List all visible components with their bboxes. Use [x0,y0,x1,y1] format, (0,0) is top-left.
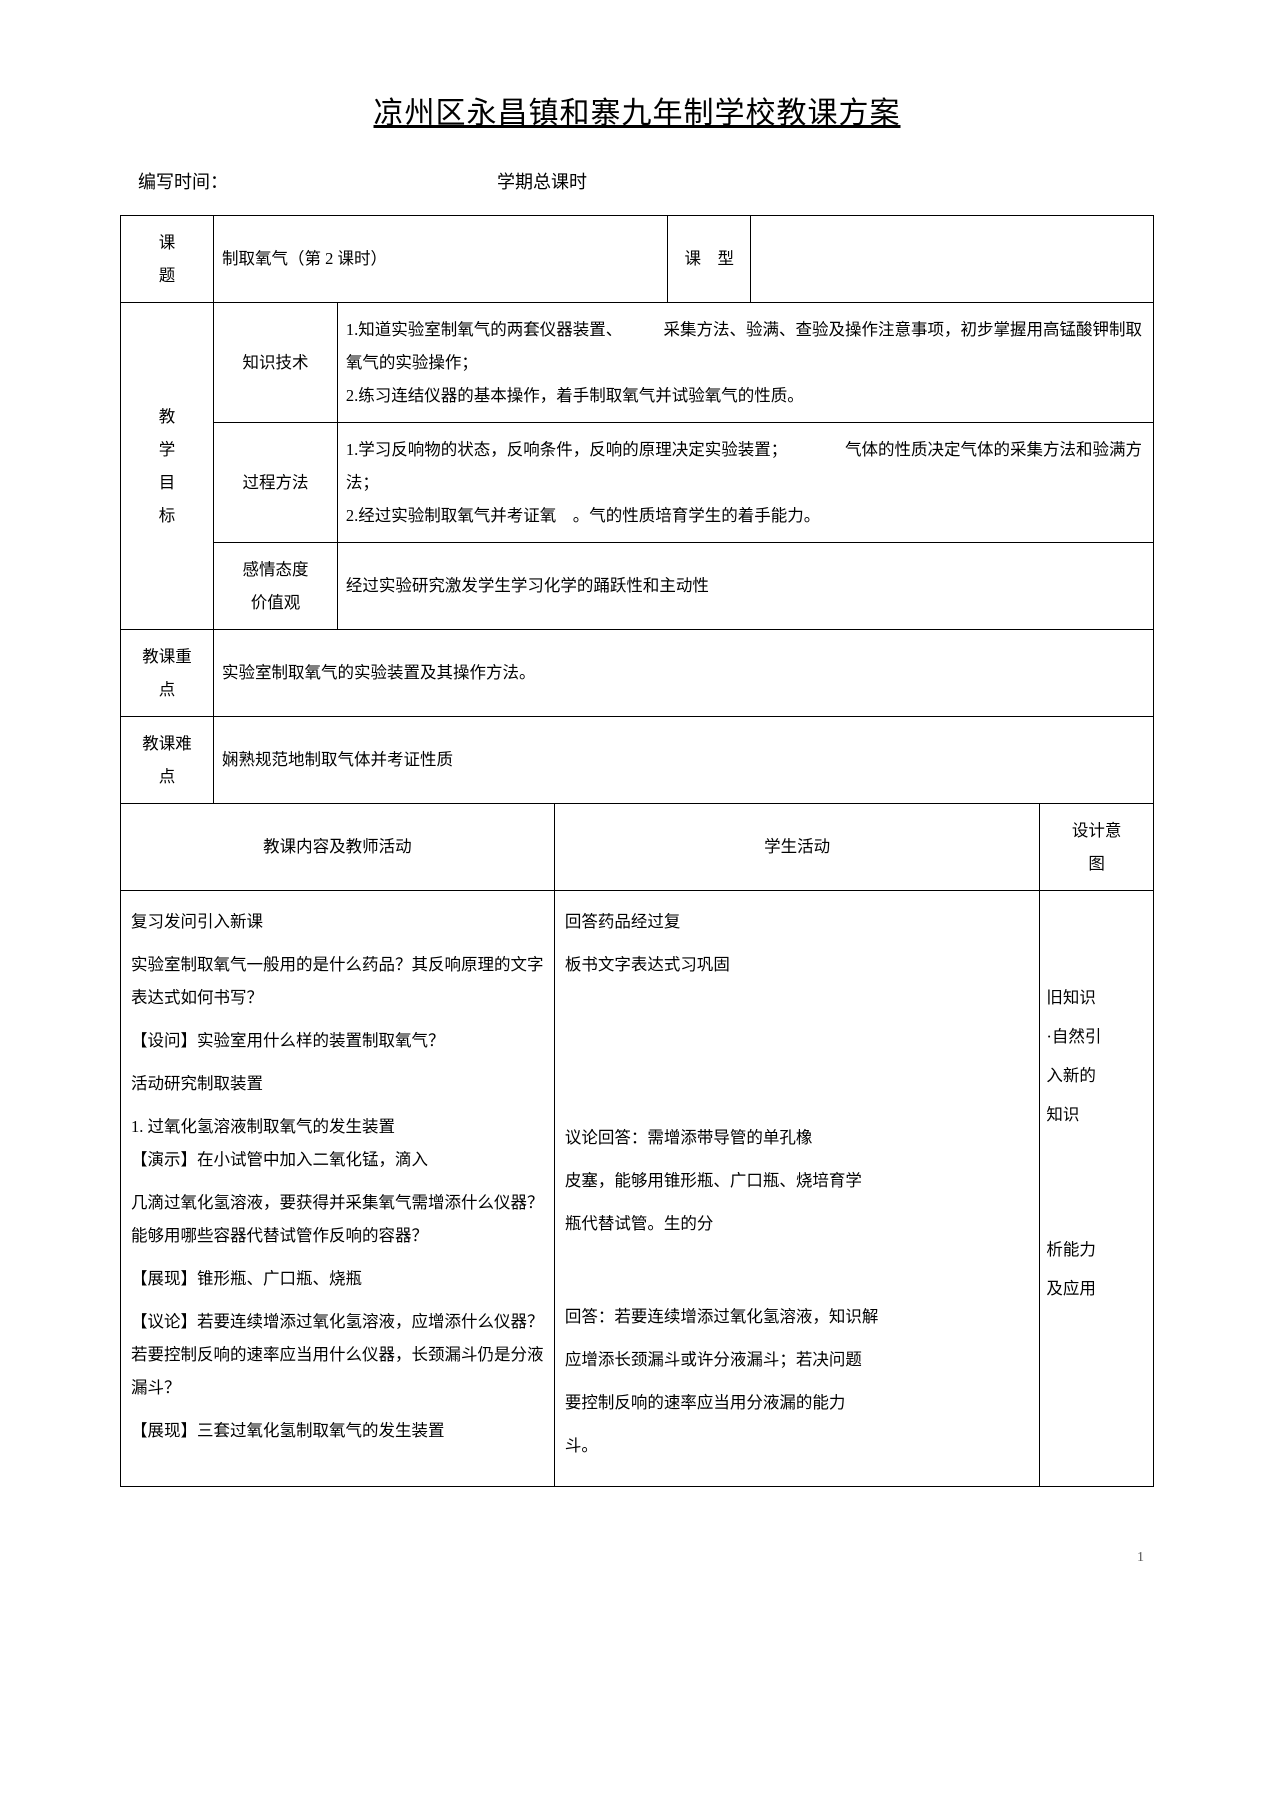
course-type-label: 课 型 [668,215,751,302]
student-line [565,1250,1029,1290]
course-title-value: 制取氧气（第 2 课时） [213,215,668,302]
obj-cat-1: 过程方法 [213,422,337,542]
col-teacher: 教课内容及教师活动 [121,803,555,890]
student-line: 回答药品经过复 [565,905,1029,938]
table-row: 教课难 点 娴熟规范地制取气体并考证性质 [121,716,1154,803]
student-line: 皮塞，能够用锥形瓶、广口瓶、烧培育学 [565,1164,1029,1197]
teacher-line: 【展现】锥形瓶、广口瓶、烧瓶 [131,1262,544,1295]
write-time-label: 编写时间： [138,172,228,192]
teacher-line: 1. 过氧化氢溶液制取氧气的发生装置 【演示】在小试管中加入二氧化锰，滴入 [131,1110,544,1176]
teacher-line: 实验室制取氧气一般用的是什么药品？其反响原理的文字表达式如何书写？ [131,948,544,1014]
intent-line: 及应用 [1046,1272,1147,1305]
teacher-line: 复习发问引入新课 [131,905,544,938]
obj-text-0: 1.知道实验室制氧气的两套仪器装置、 采集方法、验满、查验及操作注意事项，初步掌… [337,302,1153,422]
keypoint-label: 教课重 点 [121,629,214,716]
student-line [565,991,1029,1111]
teacher-line: 【议论】若要连续增添过氧化氢溶液，应增添什么仪器？若要控制反响的速率应当用什么仪… [131,1305,544,1404]
page-number: 1 [120,1547,1154,1569]
intent-cell: 旧知识 ·自然引 入新的 知识 析能力 及应用 [1040,890,1154,1486]
lesson-plan-table: 课 题 制取氧气（第 2 课时） 课 型 教 学 目 标 知识技术 1.知道实验… [120,215,1154,1487]
obj-text-1: 1.学习反响物的状态，反响条件，反响的原理决定实验装置； 气体的性质决定气体的采… [337,422,1153,542]
teacher-activity-cell: 复习发问引入新课 实验室制取氧气一般用的是什么药品？其反响原理的文字表达式如何书… [121,890,555,1486]
student-line: 要控制反响的速率应当用分液漏的能力 [565,1386,1029,1419]
teacher-line: 活动研究制取装置 [131,1067,544,1100]
obj-cat-0: 知识技术 [213,302,337,422]
intent-line: 入新的 [1046,1059,1147,1092]
table-row: 感情态度 价值观 经过实验研究激发学生学习化学的踊跃性和主动性 [121,542,1154,629]
intent-line: ·自然引 [1046,1020,1147,1053]
table-row: 教课重 点 实验室制取氧气的实验装置及其操作方法。 [121,629,1154,716]
course-title-label: 课 题 [121,215,214,302]
student-line: 应增添长颈漏斗或许分液漏斗；若决问题 [565,1343,1029,1376]
student-line: 瓶代替试管。生的分 [565,1207,1029,1240]
student-activity-cell: 回答药品经过复 板书文字表达式习巩固 议论回答：需增添带导管的单孔橡 皮塞，能够… [554,890,1039,1486]
intent-line [1046,1137,1147,1227]
table-row: 复习发问引入新课 实验室制取氧气一般用的是什么药品？其反响原理的文字表达式如何书… [121,890,1154,1486]
page-title: 凉州区永昌镇和寨九年制学校教课方案 [120,90,1154,138]
obj-cat-2: 感情态度 价值观 [213,542,337,629]
intent-line: 析能力 [1046,1233,1147,1266]
col-intent: 设计意 图 [1040,803,1154,890]
student-line: 议论回答：需增添带导管的单孔橡 [565,1121,1029,1154]
meta-row: 编写时间： 学期总课时 [120,168,1154,197]
keypoint-text: 实验室制取氧气的实验装置及其操作方法。 [213,629,1153,716]
student-line: 斗。 [565,1429,1029,1462]
intent-line: 旧知识 [1046,981,1147,1014]
term-total-label: 学期总课时 [497,172,587,192]
table-row: 过程方法 1.学习反响物的状态，反响条件，反响的原理决定实验装置； 气体的性质决… [121,422,1154,542]
student-line: 板书文字表达式习巩固 [565,948,1029,981]
objectives-biglabel: 教 学 目 标 [121,302,214,629]
obj-text-2: 经过实验研究激发学生学习化学的踊跃性和主动性 [337,542,1153,629]
teacher-line: 几滴过氧化氢溶液，要获得并采集氧气需增添什么仪器？能够用哪些容器代替试管作反响的… [131,1186,544,1252]
table-row: 课 题 制取氧气（第 2 课时） 课 型 [121,215,1154,302]
course-type-value [751,215,1154,302]
col-student: 学生活动 [554,803,1039,890]
student-line: 回答：若要连续增添过氧化氢溶液，知识解 [565,1300,1029,1333]
intent-line: 知识 [1046,1098,1147,1131]
difficulty-label: 教课难 点 [121,716,214,803]
intent-line [1046,905,1147,975]
table-row: 教 学 目 标 知识技术 1.知道实验室制氧气的两套仪器装置、 采集方法、验满、… [121,302,1154,422]
table-row: 教课内容及教师活动 学生活动 设计意 图 [121,803,1154,890]
teacher-line: 【设问】实验室用什么样的装置制取氧气？ [131,1024,544,1057]
difficulty-text: 娴熟规范地制取气体并考证性质 [213,716,1153,803]
teacher-line: 【展现】三套过氧化氢制取氧气的发生装置 [131,1414,544,1447]
